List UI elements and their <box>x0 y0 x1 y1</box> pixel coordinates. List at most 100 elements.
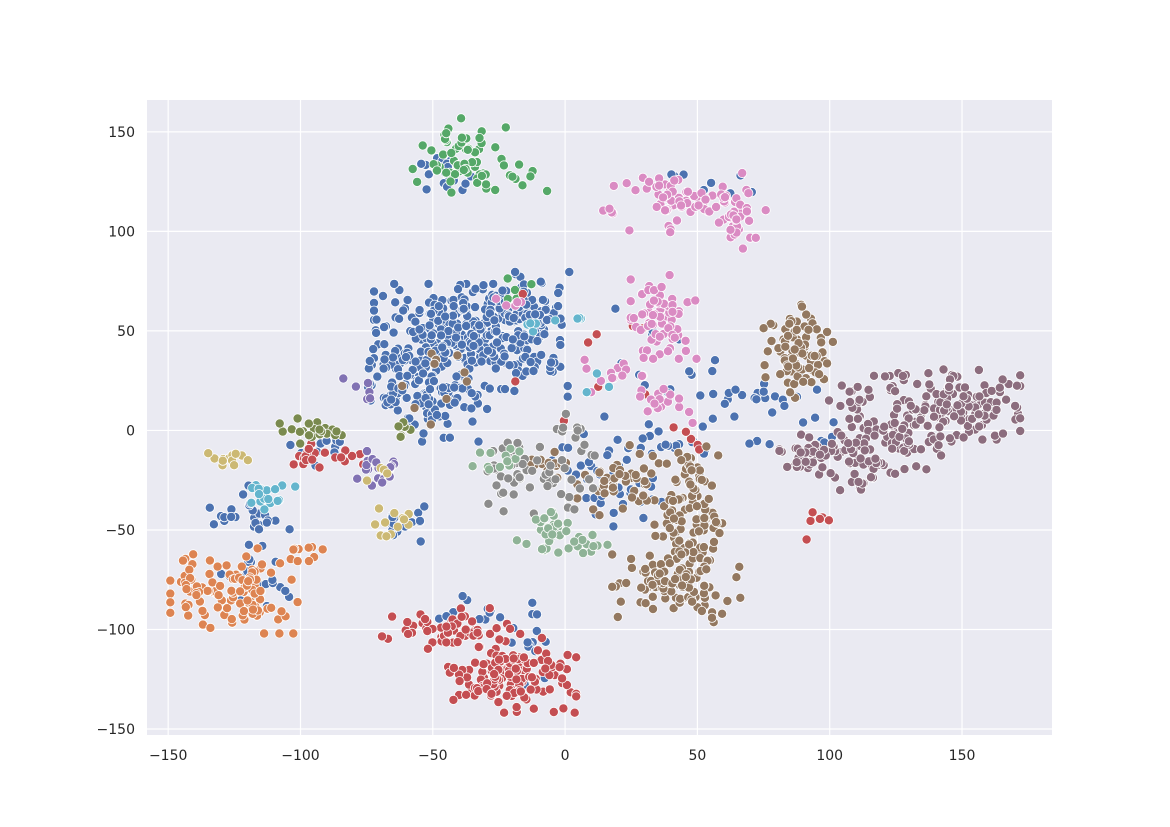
scatter-point <box>648 353 659 364</box>
scatter-point <box>428 376 439 387</box>
scatter-point <box>532 645 543 656</box>
scatter-point <box>274 628 285 639</box>
scatter-point <box>890 468 901 479</box>
scatter-point <box>204 555 215 566</box>
scatter-point <box>610 303 621 314</box>
scatter-point <box>419 501 430 512</box>
scatter-point <box>630 185 641 196</box>
scatter-point <box>265 567 276 578</box>
scatter-point <box>522 637 533 648</box>
scatter-point <box>805 515 816 526</box>
scatter-point <box>414 515 425 526</box>
scatter-point <box>389 508 400 519</box>
scatter-point <box>521 538 532 549</box>
scatter-point <box>515 628 526 639</box>
scatter-point <box>661 458 672 469</box>
scatter-point <box>798 417 809 428</box>
scatter-point <box>604 381 615 392</box>
scatter-point <box>424 320 435 331</box>
scatter-point <box>638 352 649 363</box>
scatter-point <box>711 201 722 212</box>
y-axis-ticks: 150 100 50 0 −50 −100 −150 <box>97 125 135 738</box>
scatter-point <box>226 511 237 522</box>
scatter-point <box>737 243 748 254</box>
x-tick-label: −50 <box>418 748 448 764</box>
scatter-point <box>286 574 297 585</box>
scatter-point <box>456 611 467 622</box>
scatter-point <box>919 405 930 416</box>
scatter-point <box>693 526 704 537</box>
scatter-point <box>626 553 637 564</box>
scatter-point <box>550 315 561 326</box>
scatter-point <box>759 360 770 371</box>
scatter-point <box>612 612 623 623</box>
scatter-point <box>811 324 822 335</box>
scatter-point <box>183 610 194 621</box>
scatter-point <box>274 418 285 429</box>
scatter-point <box>684 539 695 550</box>
scatter-point <box>973 409 984 420</box>
scatter-point <box>534 441 545 452</box>
scatter-point <box>665 227 676 238</box>
scatter-point <box>835 485 846 496</box>
scatter-point <box>253 524 264 535</box>
scatter-point <box>643 419 654 430</box>
scatter-point <box>292 556 303 567</box>
scatter-point <box>494 461 505 472</box>
scatter-point <box>422 643 433 654</box>
scatter-point <box>488 278 499 289</box>
scatter-point <box>915 414 926 425</box>
scatter-point <box>660 439 671 450</box>
scatter-point <box>498 160 509 171</box>
scatter-point <box>180 602 191 613</box>
scatter-points <box>165 113 1026 718</box>
scatter-point <box>674 535 685 546</box>
scatter-point <box>782 461 793 472</box>
scatter-point <box>468 331 479 342</box>
scatter-point <box>658 192 669 203</box>
scatter-point <box>725 224 736 235</box>
scatter-point <box>259 628 270 639</box>
scatter-point <box>1010 400 1021 411</box>
scatter-point <box>936 450 947 461</box>
scatter-point <box>457 591 468 602</box>
scatter-point <box>594 467 605 478</box>
scatter-point <box>637 433 648 444</box>
scatter-point <box>579 354 590 365</box>
scatter-point <box>621 178 632 189</box>
scatter-point <box>559 463 570 474</box>
scatter-point <box>491 480 502 491</box>
scatter-point <box>577 534 588 545</box>
scatter-point <box>905 400 916 411</box>
scatter-point <box>303 556 314 567</box>
scatter-point <box>608 507 619 518</box>
scatter-point <box>241 551 252 562</box>
scatter-point <box>887 443 898 454</box>
scatter-point <box>338 373 349 384</box>
scatter-point <box>499 384 510 395</box>
scatter-point <box>438 149 449 160</box>
scatter-point <box>506 343 517 354</box>
scatter-point <box>685 479 696 490</box>
scatter-point <box>444 432 455 443</box>
scatter-point <box>242 455 253 466</box>
scatter-point <box>402 294 413 305</box>
scatter-point <box>810 412 821 423</box>
scatter-point <box>646 318 657 329</box>
scatter-point <box>261 517 272 528</box>
scatter-point <box>426 145 437 156</box>
scatter-point <box>621 454 632 465</box>
scatter-point <box>912 378 923 389</box>
scatter-point <box>649 519 660 530</box>
scatter-point <box>644 550 655 561</box>
scatter-point <box>507 171 518 182</box>
scatter-point <box>253 489 264 500</box>
scatter-point <box>578 548 589 559</box>
scatter-point <box>765 318 776 329</box>
scatter-point <box>489 315 500 326</box>
y-tick-label: 100 <box>108 224 135 240</box>
scatter-point <box>664 270 675 281</box>
scatter-point <box>217 455 228 466</box>
scatter-point <box>717 608 728 619</box>
scatter-point <box>767 407 778 418</box>
